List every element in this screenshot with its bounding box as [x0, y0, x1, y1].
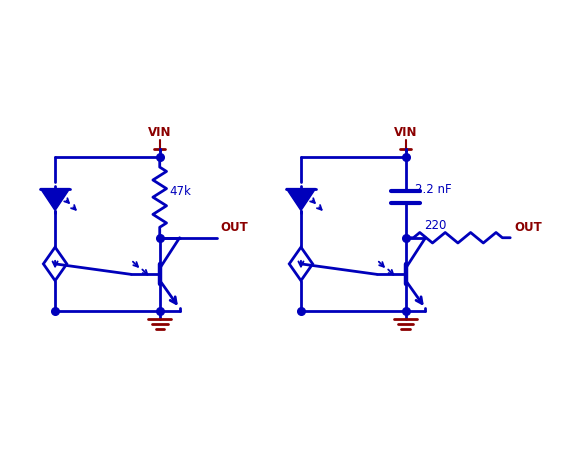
Text: OUT: OUT [220, 221, 248, 234]
Text: 47k: 47k [169, 186, 191, 199]
Text: OUT: OUT [514, 221, 542, 234]
Polygon shape [41, 188, 70, 211]
Text: VIN: VIN [148, 126, 171, 140]
Text: 2.2 nF: 2.2 nF [415, 183, 451, 196]
Text: VIN: VIN [394, 126, 417, 140]
Polygon shape [286, 188, 315, 211]
Text: 220: 220 [424, 219, 446, 232]
